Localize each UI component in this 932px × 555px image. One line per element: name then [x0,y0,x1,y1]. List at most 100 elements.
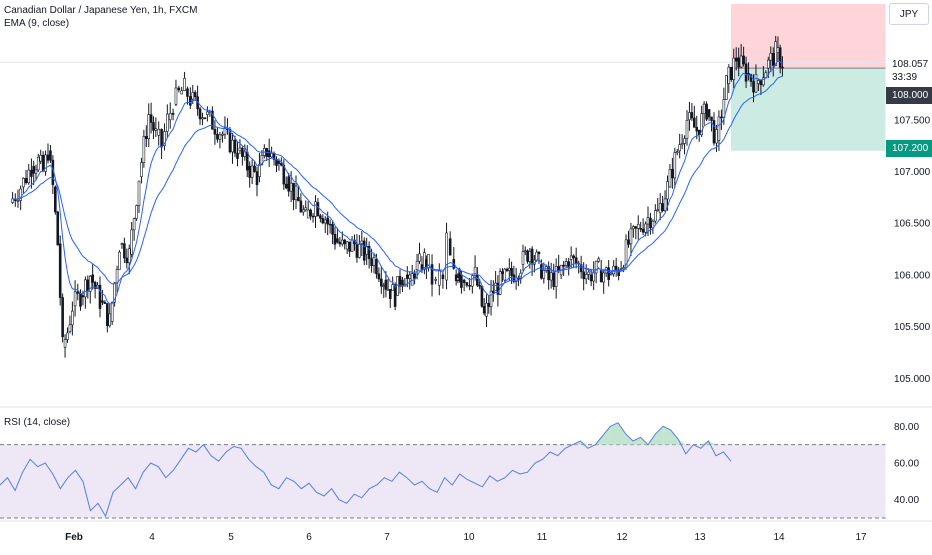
candle [66,327,69,343]
bull-candle-body [629,228,633,245]
bear-candle-body [430,264,434,285]
bull-candle-body [418,253,421,262]
bull-candle-body [619,268,623,271]
bear-candle-body [393,284,397,307]
bear-candle-body [203,117,207,120]
candle [727,64,731,93]
bear-candle-body [267,150,271,158]
price-axis-label: 105.000 [894,374,931,385]
ema-legend[interactable]: EMA (9, close) [4,18,70,29]
candle [284,176,288,190]
candle [93,280,97,299]
bear-candle-body [160,129,163,148]
candle [292,182,295,211]
bear-candle-body [316,202,320,217]
rsi-axis-label: 40.00 [894,495,919,506]
candle [348,241,351,257]
ema-layer [12,59,783,305]
bull-candle-body [554,266,558,287]
currency-selector[interactable]: JPY [889,3,929,25]
bear-candle-body [177,87,181,91]
candle [505,267,509,273]
position-zones [731,4,886,151]
candle [629,222,633,257]
bear-candle-body [413,273,416,279]
candle [309,208,312,221]
bear-candle-body [370,258,373,266]
bull-candle-body [221,133,224,136]
bull-candle-body [191,92,195,100]
bear-candle-body [189,96,192,106]
candle [547,261,550,290]
candle [720,109,723,130]
bear-candle-body [86,279,90,292]
bull-candle-body [132,218,136,231]
bull-candle-body [68,324,72,333]
candle [13,193,17,207]
bear-candle-body [460,274,463,288]
bear-candle-body [333,234,337,245]
candle [34,164,38,181]
candle [120,242,124,249]
bear-candle-body [319,215,322,219]
bear-candle-body [311,215,315,218]
candle [108,303,112,328]
bear-candle-body [198,108,202,120]
bull-candle-body [754,74,758,93]
candle [177,85,181,93]
rsi-legend[interactable]: RSI (14, close) [4,417,71,428]
bear-candle-body [627,239,630,245]
candle [380,266,383,294]
rsi-axis-label: 80.00 [894,422,919,433]
candle [91,264,94,290]
bear-candle-body [641,228,645,233]
bear-candle-body [211,110,214,130]
candle [517,275,520,287]
time-axis-label: 17 [855,532,867,543]
candle [350,236,354,252]
bull-candle-body [63,339,67,348]
symbol-title[interactable]: Canadian Dollar / Japanese Yen, 1h, FXCM [4,5,198,16]
candle [297,185,300,202]
bull-candle-body [410,273,414,286]
bull-candle-body [715,129,718,144]
rsi-overbought-fill [655,426,664,445]
bear-candle-body [557,266,560,272]
candle [762,66,765,87]
bear-candle-body [355,243,359,258]
bull-candle-body [767,59,770,69]
candle [44,150,47,176]
candle [27,164,31,185]
bull-candle-body [673,152,677,179]
bull-candle-body [163,131,166,146]
bull-candle-body [142,136,146,163]
entry-price-tag[interactable]: 108.000 [886,87,932,104]
bull-candle-body [174,87,178,105]
bear-candle-body [76,291,80,294]
target-price-tag[interactable]: 107.200 [886,140,932,157]
rsi-overbought-fill [618,422,626,445]
bull-candle-body [341,239,344,245]
bear-candle-body [171,113,175,115]
candle [710,116,713,132]
candle [656,197,660,212]
bear-candle-body [326,217,329,225]
bull-candle-body [636,223,640,229]
candle [594,260,598,284]
candle [514,267,518,290]
bear-candle-body [287,176,290,192]
candle [154,117,158,138]
bull-candle-body [680,143,684,146]
stop-loss-zone [731,4,886,69]
bear-candle-body [720,116,723,119]
candle [367,241,371,269]
bull-candle-body [423,252,426,270]
bear-candle-body [101,300,104,303]
candle [201,112,204,126]
candle [343,238,347,250]
bear-candle-body [328,223,332,226]
candle [36,153,40,173]
candle [658,193,662,221]
bear-candle-body [487,302,491,307]
